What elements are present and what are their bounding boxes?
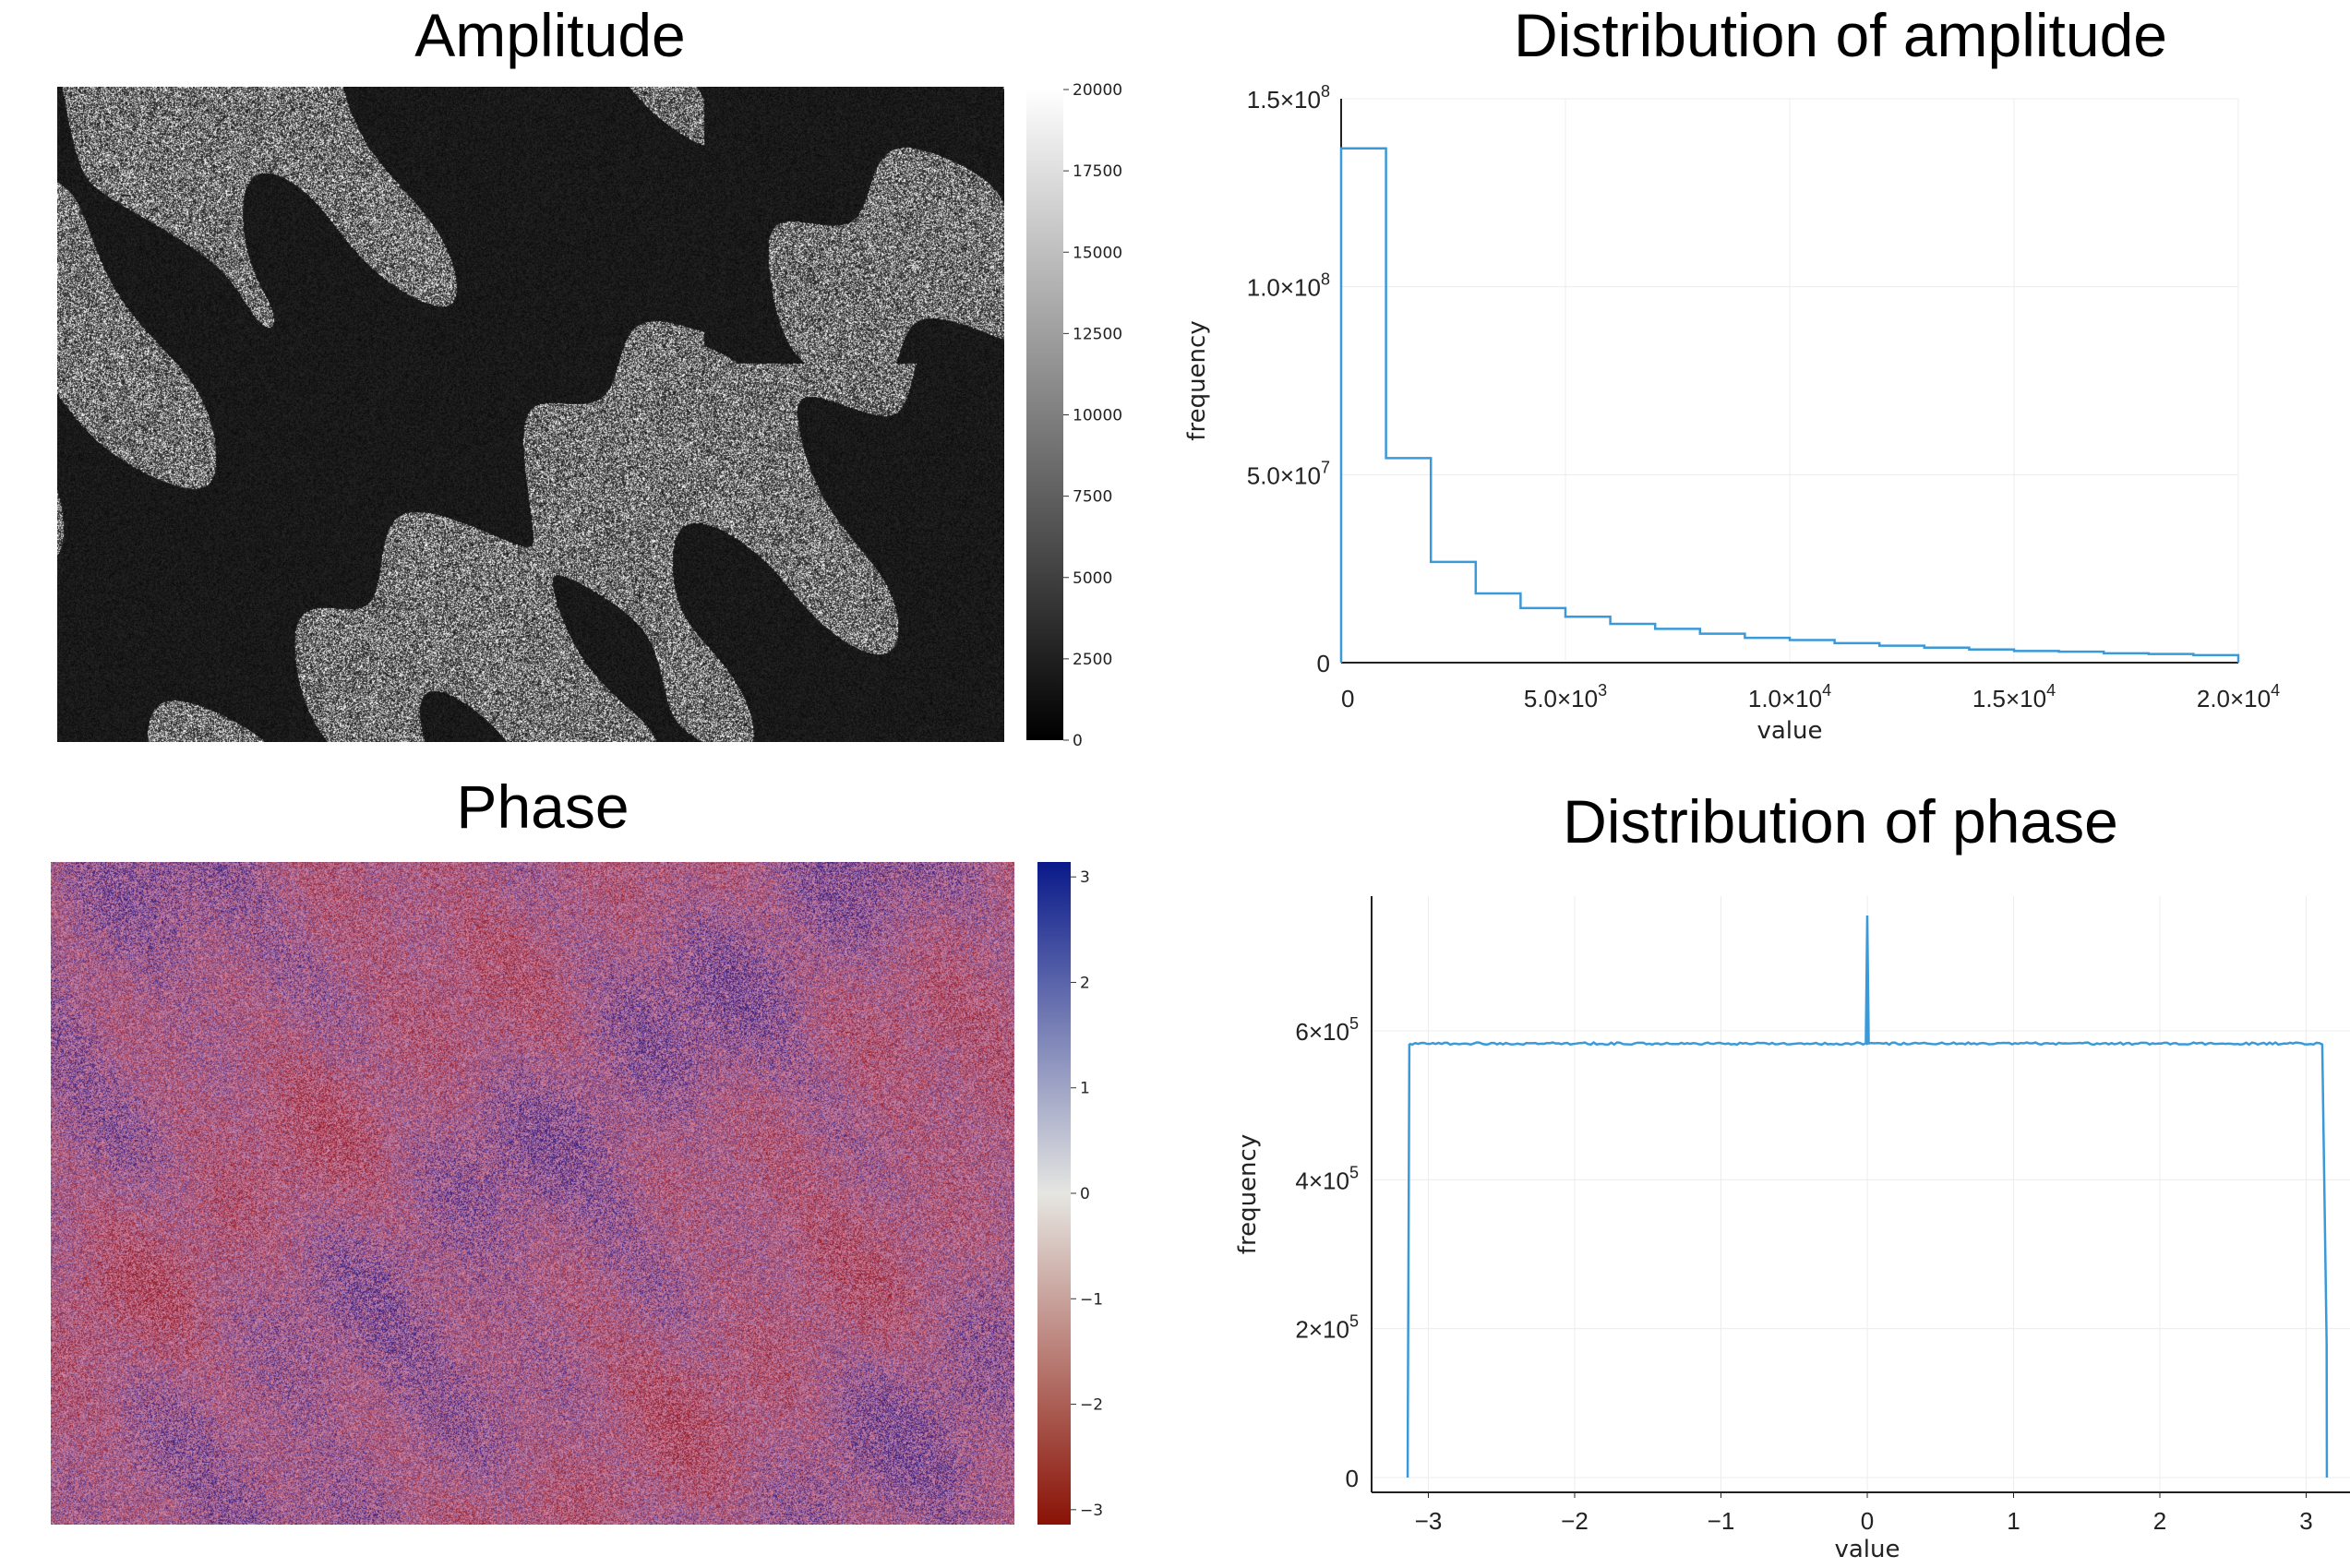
amp-hist-step-line — [1339, 147, 2240, 663]
amp-hist-bin — [1835, 643, 1880, 663]
amp-hist-bin — [1924, 648, 1970, 663]
phase-distribution-title: Distribution of phase — [1563, 787, 2118, 856]
phase-hist-xlabel: value — [1834, 1536, 1900, 1563]
phase-hist-xtick-label: 1 — [2007, 1507, 2020, 1535]
phase-colorbar-tick-label: −2 — [1080, 1396, 1103, 1415]
amp-hist-bin — [2149, 654, 2194, 663]
amplitude-title: Amplitude — [414, 1, 686, 69]
phase-colorbar-tick-label: −3 — [1080, 1502, 1103, 1520]
amp-hist-ytick-label: 1.0×108 — [1247, 270, 1330, 302]
amp-hist-ytick-label: 1.5×108 — [1247, 82, 1330, 114]
phase-hist-xtick-label: −2 — [1561, 1507, 1589, 1535]
phase-hist-xtick-label: 2 — [2153, 1507, 2166, 1535]
phase-title: Phase — [456, 772, 629, 841]
phase-hist-xtick-label: 0 — [1861, 1507, 1874, 1535]
phase-hist-xtick-label: 3 — [2299, 1507, 2312, 1535]
phase-hist-ytick-label: 2×105 — [1295, 1312, 1359, 1344]
amp-hist-bin — [1476, 593, 1521, 663]
amp-hist-bin — [1700, 634, 1745, 663]
phase-hist-xtick-label: −3 — [1415, 1507, 1443, 1535]
amp-hist-bin — [1745, 638, 1790, 663]
amp-hist-bin — [2059, 652, 2104, 663]
amp-hist-bin — [1790, 640, 1835, 663]
phase-colorbar-tick-label: −1 — [1080, 1290, 1103, 1309]
amplitude-colorbar-tick-label: 2500 — [1073, 651, 1112, 669]
amp-hist-bin — [1341, 149, 1386, 663]
amp-hist-xtick-label: 1.5×104 — [1972, 681, 2056, 712]
amp-hist-bin — [1386, 458, 1432, 663]
amplitude-colorbar-tick-label: 0 — [1073, 732, 1083, 750]
amp-hist-ylabel: frequency — [1183, 320, 1211, 440]
amp-hist-bin — [1655, 628, 1700, 663]
amp-hist-bin — [2014, 651, 2059, 663]
phase-colorbar-tick-label: 2 — [1080, 974, 1090, 992]
amp-hist-xtick-label: 0 — [1341, 685, 1354, 712]
amp-hist-xtick-label: 5.0×103 — [1524, 681, 1607, 712]
phase-hist-ylabel: frequency — [1234, 1134, 1262, 1254]
phase-colorbar — [1037, 862, 1071, 1525]
amplitude-colorbar-tick-label: 20000 — [1073, 81, 1122, 100]
amplitude-colorbar-tick-label: 15000 — [1073, 244, 1122, 262]
amp-hist-xtick-label: 1.0×104 — [1748, 681, 1831, 712]
amp-hist-xtick-label: 2.0×104 — [2197, 681, 2280, 712]
amp-hist-bin — [1565, 616, 1611, 663]
phase-colorbar-tick-label: 3 — [1080, 868, 1090, 887]
amplitude-colorbar — [1026, 90, 1063, 740]
amp-hist-bin — [2104, 653, 2149, 663]
amplitude-colorbar-tick-label: 5000 — [1073, 569, 1112, 588]
phase-colorbar-tick-label: 1 — [1080, 1080, 1090, 1098]
phase-colorbar-tick-label: 0 — [1080, 1185, 1090, 1203]
amp-hist-bin — [1520, 608, 1565, 663]
amplitude-colorbar-tick-label: 12500 — [1073, 325, 1122, 343]
amplitude-colorbar-tick-label: 10000 — [1073, 407, 1122, 425]
amp-hist-xlabel: value — [1757, 717, 1822, 745]
amp-hist-ytick-label: 5.0×107 — [1247, 458, 1330, 489]
phase-hist-ytick-label: 4×105 — [1295, 1163, 1359, 1194]
amp-hist-bin — [1431, 562, 1476, 663]
amp-hist-bin — [1879, 646, 1924, 663]
phase-hist-line — [1406, 915, 2329, 1478]
phase-hist-xtick-label: −1 — [1708, 1507, 1735, 1535]
phase-image — [51, 862, 1014, 1525]
amplitude-image — [57, 87, 1004, 742]
amplitude-colorbar-tick-label: 17500 — [1073, 162, 1122, 181]
amp-hist-bin — [1611, 624, 1656, 663]
amp-hist-bin — [1969, 650, 2014, 663]
amp-hist-ytick-label: 0 — [1317, 650, 1330, 677]
amplitude-colorbar-tick-label: 7500 — [1073, 488, 1112, 507]
phase-hist-ytick-label: 6×105 — [1295, 1014, 1359, 1046]
phase-hist-ytick-label: 0 — [1346, 1465, 1359, 1492]
amplitude-distribution-title: Distribution of amplitude — [1513, 1, 2168, 69]
